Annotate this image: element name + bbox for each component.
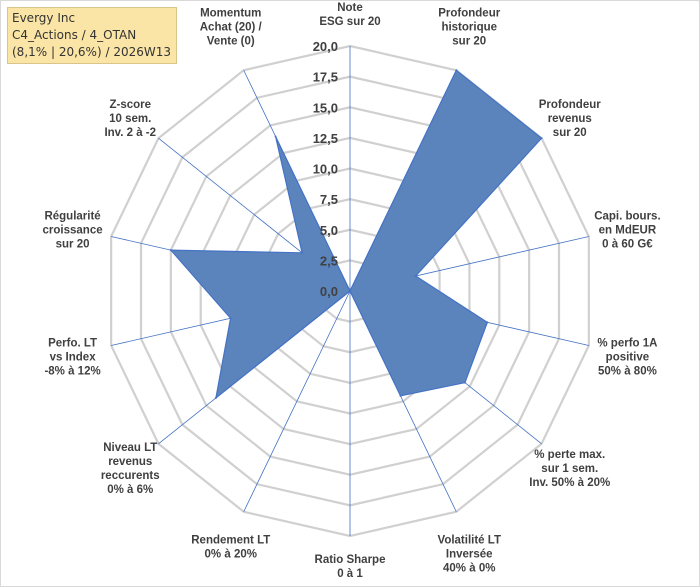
radial-tick-label: 0,0 [320,284,338,299]
data-point [301,251,304,254]
axis-spoke [243,290,351,512]
axis-label-line: Z-score [109,99,151,111]
axis-label-line: 0% à 20% [205,549,257,561]
axis-label: Momentum Achat (20) / Vente (0) [200,7,263,47]
axis-label: Profondeur historique sur 20 [438,7,500,47]
radial-tick-label: 12,5 [313,131,338,146]
data-point [540,137,543,140]
axis-label-line: sur 20 [553,127,587,139]
radial-tick-label: 5,0 [320,223,338,238]
axis-label-line: ESG sur 20 [319,16,380,28]
axis-label-line: Vente (0) [207,35,255,47]
radial-tick-label: 17,5 [313,70,338,85]
axis-label-line: Profondeur [438,7,500,19]
radial-tick-label: 15,0 [313,100,338,115]
chart-header-box: Evergy Inc C4_Actions / 4_OTAN (8,1% | 2… [7,7,177,64]
data-point [214,396,217,399]
axis-label-line: Inversée [446,549,493,561]
axis-label-line: 50% à 80% [598,365,657,377]
axis-label-line: Inv. 50% à 20% [529,477,610,489]
axis-label-line: 0 à 1 [337,568,363,580]
radial-tick-label: 7,5 [320,192,338,207]
data-point [486,321,489,324]
axis-label: Z-score 10 sem. Inv. 2 à -2 [104,99,156,139]
axis-label-line: reccurents [101,470,160,482]
axis-label-line: en MdEUR [599,225,657,237]
axis-label-line: Ratio Sharpe [315,554,386,566]
axis-label-line: 0 à 60 G€ [602,239,653,251]
axis-label-line: Capi. bours. [594,211,660,223]
axis-label: Profondeur revenus sur 20 [539,99,601,139]
axis-label-line: Volatilité LT [438,535,501,547]
axis-label-line: 10 sem. [109,113,151,125]
axis-label-line: Inv. 2 à -2 [104,127,156,139]
axis-label-line: Rendement LT [191,535,270,547]
radial-tick-label: 2,5 [320,253,338,268]
axis-label-line: % perfo 1A [597,337,657,349]
axis-label-line: % perte max. [534,449,605,461]
axis-label-line: Perfo. LT [48,337,97,349]
axis-label-line: -8% à 12% [44,365,100,377]
data-point [414,275,417,278]
axis-label-line: positive [606,351,649,363]
data-point [274,135,277,138]
axis-label: % perte max. sur 1 sem. Inv. 50% à 20% [529,449,610,489]
axis-label-line: Niveau LT [103,442,157,454]
axis-label-line: revenus [108,456,152,468]
axis-label: Note ESG sur 20 [319,2,380,28]
data-area [169,69,543,400]
data-point [169,249,172,252]
axis-label-line: 40% à 0% [443,563,495,575]
axis-label-line: sur 20 [56,239,90,251]
company-name: Evergy Inc [12,11,76,25]
axis-label-line: historique [441,21,497,33]
axis-label-line: revenus [548,113,592,125]
axis-label: Capi. bours. en MdEUR 0 à 60 G€ [594,211,660,251]
axis-label: Niveau LT revenus reccurents 0% à 6% [101,442,160,496]
radial-tick-label: 20,0 [313,39,338,54]
axis-label: % perfo 1A positive 50% à 80% [597,337,657,377]
axis-label: Régularité croissance sur 20 [43,211,103,251]
axis-label-line: sur 20 [452,35,486,47]
axis-label: Volatilité LT Inversée 40% à 0% [438,535,501,575]
axis-label: Ratio Sharpe 0 à 1 [315,554,386,580]
axis-label-line: Note [337,2,363,14]
data-point [349,290,351,292]
axis-label-line: Régularité [44,211,100,223]
data-point [399,394,402,397]
axis-label-line: sur 1 sem. [541,463,598,475]
data-point [455,69,458,72]
axis-label-line: Momentum [200,7,261,19]
axis-label-line: 0% à 6% [107,484,153,496]
axis-label: Rendement LT 0% à 20% [191,535,270,561]
data-point [229,317,232,320]
axis-label-line: Profondeur [539,99,601,111]
performance-week: (8,1% | 20,6%) / 2026W13 [12,45,171,59]
data-point [463,381,466,384]
radial-tick-label: 10,0 [313,162,338,177]
axis-label-line: vs Index [50,351,97,363]
axis-label-line: Achat (20) / [200,21,263,33]
portfolio-path: C4_Actions / 4_OTAN [12,28,137,42]
axis-label: Perfo. LT vs Index -8% à 12% [44,337,100,377]
axis-label-line: croissance [43,225,103,237]
